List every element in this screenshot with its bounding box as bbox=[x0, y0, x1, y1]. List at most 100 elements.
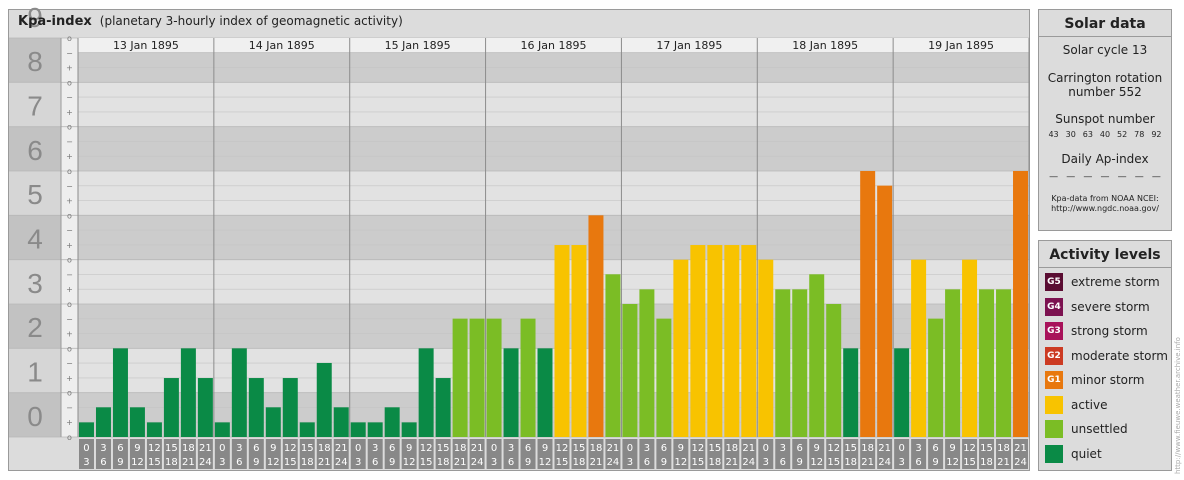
day-label: 19 Jan 1895 bbox=[928, 39, 994, 52]
interval-start-label: 12 bbox=[691, 443, 704, 454]
data-source-url: http://www.ngdc.noaa.gov/ bbox=[1051, 204, 1159, 213]
kp-bar bbox=[197, 378, 213, 437]
minor-tick-label: + bbox=[66, 330, 73, 339]
interval-label-box bbox=[775, 439, 791, 469]
ap-value: — bbox=[1151, 172, 1161, 182]
interval-end-label: 24 bbox=[607, 457, 620, 468]
kp-bar bbox=[639, 289, 655, 437]
interval-start-label: 15 bbox=[844, 443, 857, 454]
kp-bar bbox=[979, 289, 995, 437]
interval-end-label: 21 bbox=[454, 457, 467, 468]
interval-label-box bbox=[996, 439, 1012, 469]
day-label: 16 Jan 1895 bbox=[521, 39, 587, 52]
kp-bar bbox=[163, 378, 179, 437]
interval-start-label: 18 bbox=[182, 443, 195, 454]
interval-end-label: 6 bbox=[236, 457, 242, 468]
y-tick-label: 6 bbox=[27, 135, 43, 166]
interval-end-label: 18 bbox=[708, 457, 721, 468]
interval-label-box bbox=[571, 439, 587, 469]
kp-bar bbox=[486, 318, 502, 437]
minor-tick-label: − bbox=[66, 137, 73, 146]
y-axis-band bbox=[9, 259, 61, 304]
minor-tick-label: − bbox=[66, 270, 73, 279]
kp-bar bbox=[758, 259, 774, 437]
interval-end-label: 15 bbox=[691, 457, 704, 468]
interval-end-label: 9 bbox=[661, 457, 667, 468]
legend-label: unsettled bbox=[1071, 422, 1128, 437]
interval-end-label: 24 bbox=[742, 457, 755, 468]
interval-end-label: 6 bbox=[508, 457, 514, 468]
minor-axis-background bbox=[61, 38, 78, 437]
interval-label-box bbox=[350, 439, 366, 469]
interval-start-label: 12 bbox=[827, 443, 840, 454]
interval-end-label: 9 bbox=[932, 457, 938, 468]
kp-bar bbox=[520, 318, 536, 437]
minor-tick-label: o bbox=[67, 433, 72, 442]
legend-swatch: G1 bbox=[1045, 371, 1063, 390]
kp-bar bbox=[656, 318, 672, 437]
interval-start-label: 18 bbox=[454, 443, 467, 454]
y-tick-label: 1 bbox=[27, 357, 43, 388]
kp-bar bbox=[79, 422, 94, 437]
interval-end-label: 24 bbox=[199, 457, 212, 468]
interval-label-box bbox=[605, 439, 621, 469]
carrington-line-1: Carrington rotation bbox=[1047, 71, 1163, 85]
legend-swatch: G5 bbox=[1045, 273, 1063, 292]
interval-start-label: 6 bbox=[797, 443, 803, 454]
chart-title: Kpa-index (planetary 3-hourly index of ge… bbox=[18, 14, 403, 29]
interval-start-label: 3 bbox=[915, 443, 921, 454]
interval-start-label: 3 bbox=[644, 443, 650, 454]
minor-tick-label: o bbox=[67, 211, 72, 220]
legend-swatch bbox=[1045, 444, 1063, 463]
interval-end-label: 6 bbox=[780, 457, 786, 468]
legend-swatch bbox=[1045, 420, 1063, 439]
interval-start-label: 6 bbox=[389, 443, 395, 454]
interval-start-label: 18 bbox=[318, 443, 331, 454]
kp-bar bbox=[707, 245, 723, 437]
kp-bar bbox=[418, 348, 434, 437]
solar-data-panel: Solar data Solar cycle 13 Carrington rot… bbox=[1038, 9, 1172, 231]
interval-start-label: 3 bbox=[372, 443, 378, 454]
kp-bar bbox=[350, 422, 366, 437]
y-axis-band bbox=[9, 215, 61, 260]
interval-start-label: 21 bbox=[335, 443, 348, 454]
legend-label: moderate storm bbox=[1071, 348, 1168, 363]
legend-label: strong storm bbox=[1071, 324, 1148, 339]
interval-start-label: 0 bbox=[627, 443, 633, 454]
carrington-line-2: number 552 bbox=[1068, 85, 1142, 99]
interval-end-label: 24 bbox=[471, 457, 484, 468]
interval-end-label: 6 bbox=[372, 457, 378, 468]
interval-start-label: 9 bbox=[406, 443, 412, 454]
ap-value: — bbox=[1066, 172, 1076, 182]
legend-item: quiet bbox=[1045, 442, 1171, 467]
interval-label-box bbox=[112, 439, 128, 469]
kp-bar bbox=[265, 407, 281, 437]
interval-end-label: 3 bbox=[355, 457, 361, 468]
interval-label-box bbox=[486, 439, 502, 469]
kp-bar bbox=[554, 245, 570, 437]
interval-end-label: 18 bbox=[980, 457, 993, 468]
interval-label-box bbox=[163, 439, 179, 469]
interval-label-box bbox=[656, 439, 672, 469]
interval-label-box bbox=[384, 439, 400, 469]
minor-tick-label: − bbox=[66, 182, 73, 191]
kp-bar bbox=[622, 304, 638, 437]
interval-end-label: 18 bbox=[301, 457, 314, 468]
interval-end-label: 21 bbox=[725, 457, 738, 468]
kp-bar bbox=[928, 318, 944, 437]
interval-start-label: 21 bbox=[742, 443, 755, 454]
credit-text: http://www.fieuwe.weather.archive.info bbox=[1174, 337, 1182, 474]
interval-start-label: 21 bbox=[471, 443, 484, 454]
interval-label-box bbox=[928, 439, 944, 469]
kp-bar bbox=[333, 407, 349, 437]
kp-bar bbox=[469, 318, 485, 437]
interval-start-label: 15 bbox=[437, 443, 450, 454]
legend-swatch: G4 bbox=[1045, 297, 1063, 316]
ap-title: Daily Ap-index bbox=[1061, 152, 1149, 166]
interval-label-box bbox=[843, 439, 859, 469]
interval-start-label: 3 bbox=[508, 443, 514, 454]
interval-start-label: 6 bbox=[525, 443, 531, 454]
kp-bar bbox=[1013, 171, 1028, 437]
day-label: 17 Jan 1895 bbox=[656, 39, 722, 52]
interval-label-box bbox=[860, 439, 876, 469]
